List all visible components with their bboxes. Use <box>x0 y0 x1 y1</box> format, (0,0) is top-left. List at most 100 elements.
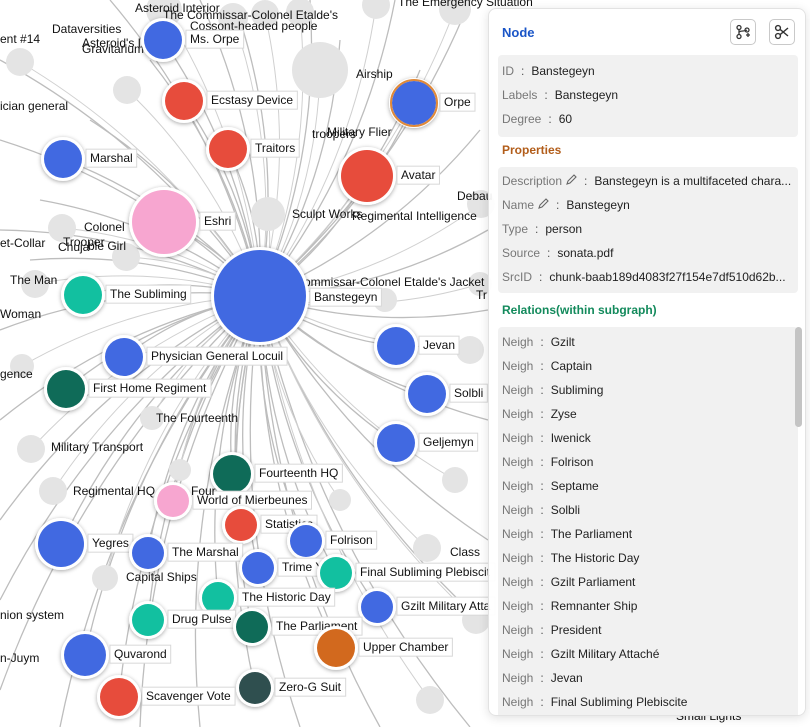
node-circle[interactable] <box>64 634 106 676</box>
graph-node[interactable]: Upper Chamber <box>314 626 453 670</box>
graph-node[interactable]: Zero-G Suit <box>236 669 347 707</box>
node-circle[interactable] <box>361 591 393 623</box>
edit-pencil-icon[interactable] <box>537 198 549 210</box>
faded-node[interactable] <box>21 270 49 298</box>
graph-node[interactable]: Geljemyn <box>374 421 479 465</box>
node-circle[interactable] <box>320 557 352 589</box>
node-circle[interactable] <box>408 375 446 413</box>
prune-node-button[interactable] <box>769 19 795 45</box>
faded-node[interactable] <box>251 197 285 231</box>
graph-node[interactable]: Physician General Locuil <box>102 335 288 379</box>
relation-row[interactable]: Neigh: Remnanter Ship <box>502 599 638 613</box>
graph-node[interactable]: Jevan <box>374 324 460 368</box>
node-circle[interactable] <box>132 537 164 569</box>
graph-node[interactable]: Eshri <box>129 187 236 257</box>
graph-node[interactable]: Marshal <box>41 137 138 181</box>
relation-row[interactable]: Neigh: President <box>502 623 602 637</box>
relation-row[interactable]: Neigh: Solbli <box>502 503 581 517</box>
graph-node[interactable]: The Parliament <box>233 608 363 646</box>
graph-node[interactable]: Avatar <box>338 147 440 205</box>
node-circle[interactable] <box>392 81 436 125</box>
node-circle[interactable] <box>47 370 85 408</box>
faded-node[interactable] <box>17 435 45 463</box>
graph-node[interactable]: The Subliming <box>61 273 192 317</box>
node-circle[interactable] <box>157 485 189 517</box>
faded-node[interactable] <box>468 272 492 296</box>
node-circle[interactable] <box>144 21 182 59</box>
node-circle[interactable] <box>132 190 196 254</box>
relation-row[interactable]: Neigh: Septame <box>502 479 599 493</box>
node-circle[interactable] <box>44 140 82 178</box>
node-circle[interactable] <box>209 130 247 168</box>
node-circle[interactable] <box>105 338 143 376</box>
faded-node[interactable] <box>140 406 164 430</box>
node-circle[interactable] <box>236 611 268 643</box>
faded-node[interactable] <box>416 686 444 714</box>
node-circle[interactable] <box>225 509 257 541</box>
faded-node[interactable] <box>10 354 34 378</box>
relation-row[interactable]: Neigh: Gzilt <box>502 335 575 349</box>
faded-node[interactable] <box>6 48 34 76</box>
graph-node[interactable]: First Home Regiment <box>44 367 212 411</box>
graph-node[interactable]: Fourteenth HQ <box>210 452 343 496</box>
expand-node-button[interactable] <box>730 19 756 45</box>
graph-node[interactable]: The Historic Day <box>199 579 336 617</box>
graph-node[interactable]: Folrison <box>287 522 378 560</box>
graph-node[interactable]: Solbli <box>405 372 488 416</box>
relation-row[interactable]: Neigh: Gzilt Parliament <box>502 575 636 589</box>
node-circle[interactable] <box>377 327 415 365</box>
faded-node[interactable] <box>112 243 140 271</box>
node-circle[interactable] <box>202 582 234 614</box>
relation-row[interactable]: Neigh: Gzilt Military Attaché <box>502 647 660 661</box>
graph-node[interactable]: World of Mierbeunes <box>154 482 312 520</box>
node-circle[interactable] <box>38 521 84 567</box>
relation-row[interactable]: Neigh: Iwenick <box>502 431 591 445</box>
edit-pencil-icon[interactable] <box>565 174 577 186</box>
graph-node[interactable]: Orpe <box>389 78 476 128</box>
node-circle[interactable] <box>165 82 203 120</box>
graph-node[interactable]: Banstegeyn <box>211 247 382 345</box>
node-circle[interactable] <box>290 525 322 557</box>
node-circle[interactable] <box>213 455 251 493</box>
node-layer[interactable]: Ms. Orpe Ecstasy Device Orpe Marshal Traitor… <box>35 18 496 719</box>
relations-scrollbar[interactable] <box>795 327 802 427</box>
faded-node[interactable] <box>413 534 441 562</box>
relation-row[interactable]: Neigh: Subliming <box>502 383 604 397</box>
graph-node[interactable]: The Marshal <box>129 534 244 572</box>
faded-node[interactable] <box>251 0 279 28</box>
relation-row[interactable]: Neigh: The Parliament <box>502 527 633 541</box>
graph-node[interactable]: Quvarond <box>61 631 172 679</box>
faded-node[interactable] <box>218 3 248 33</box>
node-circle[interactable] <box>100 678 138 716</box>
faded-node[interactable] <box>48 214 76 242</box>
graph-node[interactable]: Yegres <box>35 518 134 570</box>
faded-node[interactable] <box>292 42 348 98</box>
graph-node[interactable]: Ms. Orpe <box>141 18 245 62</box>
faded-node[interactable] <box>362 0 390 19</box>
faded-node[interactable] <box>113 76 141 104</box>
faded-node[interactable] <box>329 489 351 511</box>
relation-row[interactable]: Neigh: Zyse <box>502 407 577 421</box>
graph-node[interactable]: Scavenger Vote <box>97 675 236 719</box>
graph-node[interactable]: Ecstasy Device <box>162 79 298 123</box>
faded-node[interactable] <box>442 467 468 493</box>
node-circle[interactable] <box>317 629 355 667</box>
relation-row[interactable]: Neigh: Folrison <box>502 455 594 469</box>
relation-row[interactable]: Neigh: Final Subliming Plebiscite <box>502 695 688 709</box>
node-circle[interactable] <box>341 150 393 202</box>
faded-node[interactable] <box>92 565 118 591</box>
node-circle[interactable] <box>239 672 271 704</box>
node-circle[interactable] <box>64 276 102 314</box>
relation-row[interactable]: Neigh: Captain <box>502 359 593 373</box>
node-circle[interactable] <box>132 604 164 636</box>
graph-node[interactable]: Trime Y <box>239 549 328 587</box>
graph-node[interactable]: Final Subliming Plebiscit <box>317 554 496 592</box>
node-circle[interactable] <box>377 424 415 462</box>
graph-node[interactable]: Drug Pulse <box>129 601 237 639</box>
faded-node[interactable] <box>169 459 191 481</box>
node-circle[interactable] <box>242 552 274 584</box>
faded-node[interactable] <box>439 0 471 25</box>
node-circle[interactable] <box>214 250 306 342</box>
graph-node[interactable]: Traitors <box>206 127 300 171</box>
